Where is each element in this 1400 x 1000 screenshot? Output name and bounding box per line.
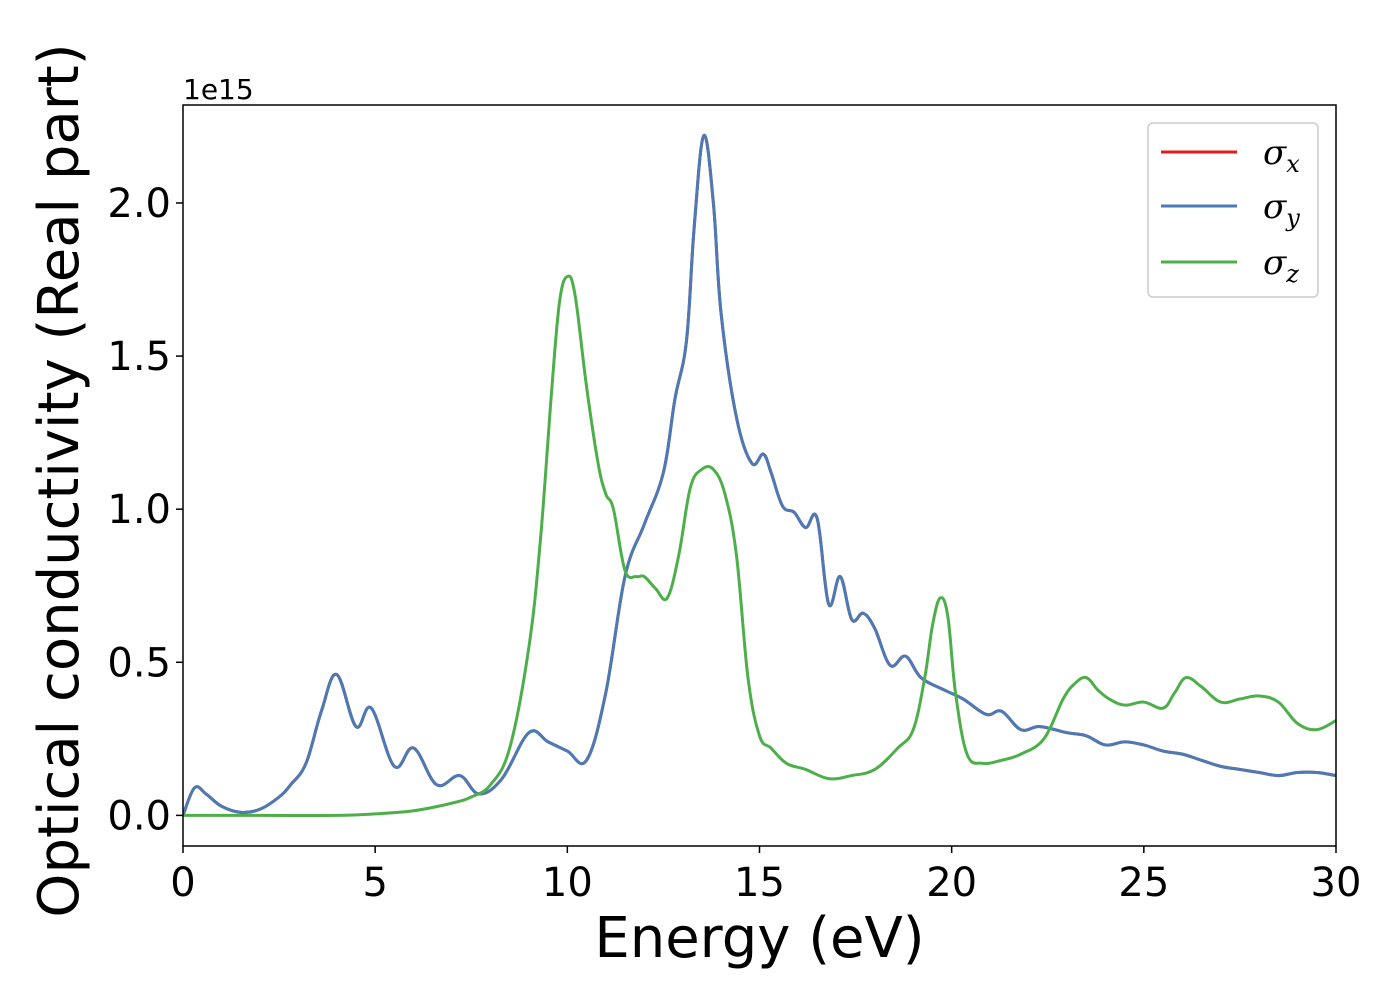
x-tick-label: 0 [170,860,195,906]
y-tick-label: 2.0 [107,181,171,227]
x-axis-title: Energy (eV) [594,906,924,971]
legend-subscript: z [1285,260,1299,288]
legend-label-y: σy [1263,187,1300,232]
x-tick-label: 25 [1118,860,1169,906]
y-tick-label: 1.5 [107,334,171,380]
legend-label-z: σz [1263,243,1299,288]
y-axis-title: Optical conductivity (Real part) [27,43,92,917]
legend-label-x: σx [1263,133,1300,178]
legend-box [1147,122,1319,298]
legend-symbol: σ [1263,133,1287,173]
legend-subscript: x [1286,150,1300,178]
y-offset-text: 1e15 [183,73,254,106]
x-tick-label: 5 [362,860,387,906]
y-tick-label: 0.5 [107,640,171,686]
y-tick-label: 0.0 [107,793,171,839]
lines-layer [183,134,1336,818]
y-tick-label: 1.0 [107,487,171,533]
legend-symbol: σ [1263,187,1287,227]
legend-symbol: σ [1263,243,1287,283]
axes-layer: 0 5 10 15 20 25 30 0.0 0.5 1.0 1.5 2.0 [107,104,1362,906]
x-tick-label: 15 [734,860,785,906]
x-tick-label: 30 [1311,860,1362,906]
x-tick-label: 20 [926,860,977,906]
series-line-z [183,274,1336,818]
series-line-y [183,134,1336,817]
x-tick-label: 10 [542,860,593,906]
legend-subscript: y [1285,204,1300,232]
